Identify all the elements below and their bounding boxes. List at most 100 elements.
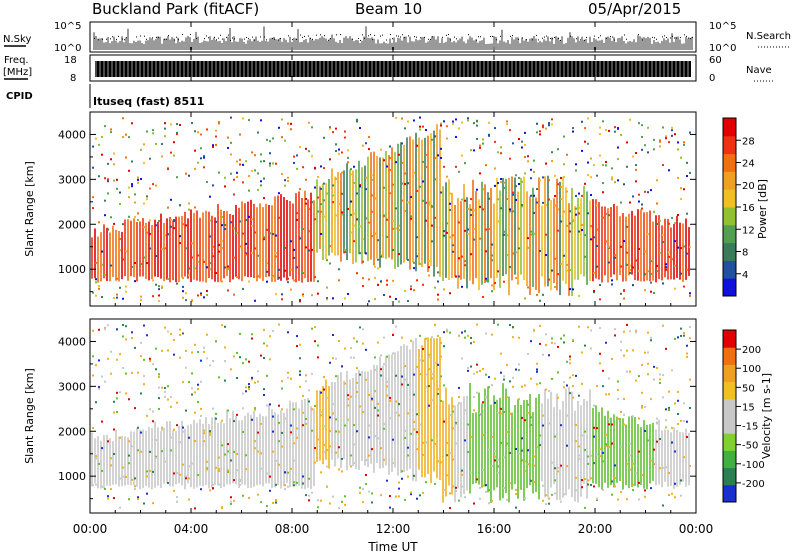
range-cell xyxy=(398,224,400,227)
range-cell xyxy=(491,435,493,438)
range-cell xyxy=(674,133,676,136)
range-cell xyxy=(239,163,241,166)
range-cell xyxy=(365,217,367,220)
range-cell xyxy=(227,136,229,139)
range-cell xyxy=(632,195,634,198)
range-cell xyxy=(350,173,352,176)
range-cell xyxy=(542,176,544,179)
range-cell xyxy=(251,337,253,340)
range-cell xyxy=(326,449,328,452)
range-cell xyxy=(140,299,142,302)
range-cell xyxy=(263,197,265,200)
range-cell xyxy=(152,129,154,132)
range-cell xyxy=(611,480,613,483)
range-cell xyxy=(485,484,487,487)
range-cell xyxy=(197,254,199,257)
range-cell xyxy=(374,265,376,268)
range-cell xyxy=(623,240,625,243)
nsearch-dot xyxy=(124,39,125,41)
range-cell xyxy=(656,417,658,420)
range-cell xyxy=(353,462,355,465)
range-cell xyxy=(638,270,640,273)
range-cell xyxy=(251,333,253,336)
colorbar-swatch xyxy=(723,450,736,469)
range-cell xyxy=(653,462,655,465)
range-cell xyxy=(515,251,517,254)
range-cell xyxy=(353,424,355,427)
range-cell xyxy=(428,266,430,269)
range-cell xyxy=(413,267,415,270)
range-cell xyxy=(395,400,397,403)
colorbar-swatch xyxy=(723,242,736,261)
range-cell xyxy=(278,463,280,466)
range-cell xyxy=(269,475,271,478)
range-cell xyxy=(383,427,385,430)
range-cell xyxy=(587,479,589,482)
range-cell xyxy=(608,423,610,426)
range-cell xyxy=(557,273,559,276)
range-cell xyxy=(284,471,286,474)
cpid-value: Ituseq (fast) 8511 xyxy=(93,95,204,108)
nsearch-dot xyxy=(624,34,625,36)
range-cell xyxy=(152,183,154,186)
range-cell xyxy=(110,464,112,467)
range-cell xyxy=(677,412,679,415)
range-cell xyxy=(194,206,196,209)
range-cell xyxy=(374,368,376,371)
range-cell xyxy=(206,460,208,463)
range-cell xyxy=(131,122,133,125)
range-cell xyxy=(146,195,148,198)
colorbar-swatch xyxy=(723,416,736,434)
range-cell xyxy=(293,408,295,411)
range-cell xyxy=(299,188,301,191)
nsearch-dot xyxy=(396,35,397,37)
range-cell xyxy=(476,478,478,481)
range-cell xyxy=(449,202,451,205)
range-cell xyxy=(341,151,343,154)
range-cell xyxy=(251,251,253,254)
range-cell xyxy=(536,293,538,296)
range-cell xyxy=(308,249,310,252)
range-cell xyxy=(395,298,397,301)
range-cell xyxy=(677,246,679,249)
range-cell xyxy=(272,501,274,504)
range-cell xyxy=(119,353,121,356)
range-cell xyxy=(689,294,691,297)
range-cell xyxy=(134,280,136,283)
range-cell xyxy=(605,444,607,447)
range-cell xyxy=(221,224,223,227)
range-cell xyxy=(488,448,490,451)
range-cell xyxy=(422,441,424,444)
range-cell xyxy=(392,438,394,441)
range-cell xyxy=(392,334,394,337)
range-cell xyxy=(554,435,556,438)
range-cell xyxy=(623,354,625,357)
nsearch-dot xyxy=(510,35,511,37)
range-cell xyxy=(485,396,487,399)
range-cell xyxy=(413,373,415,376)
range-cell xyxy=(326,286,328,289)
range-cell xyxy=(548,354,550,357)
range-cell xyxy=(575,476,577,479)
range-cell xyxy=(359,184,361,187)
range-cell xyxy=(215,144,217,147)
range-cell xyxy=(671,126,673,129)
range-cell xyxy=(146,414,148,417)
range-cell xyxy=(269,403,271,406)
range-cell xyxy=(521,140,523,143)
range-cell xyxy=(230,500,232,503)
range-cell xyxy=(635,379,637,382)
nsearch-dot xyxy=(428,38,429,40)
range-cell xyxy=(308,150,310,153)
range-cell xyxy=(539,299,541,302)
range-cell xyxy=(104,125,106,128)
range-cell xyxy=(671,129,673,132)
range-cell xyxy=(245,253,247,256)
nsearch-dot xyxy=(112,36,113,38)
range-cell xyxy=(590,454,592,457)
range-cell xyxy=(233,193,235,196)
range-cell xyxy=(371,194,373,197)
range-cell xyxy=(542,293,544,296)
range-cell xyxy=(164,395,166,398)
range-cell xyxy=(116,358,118,361)
